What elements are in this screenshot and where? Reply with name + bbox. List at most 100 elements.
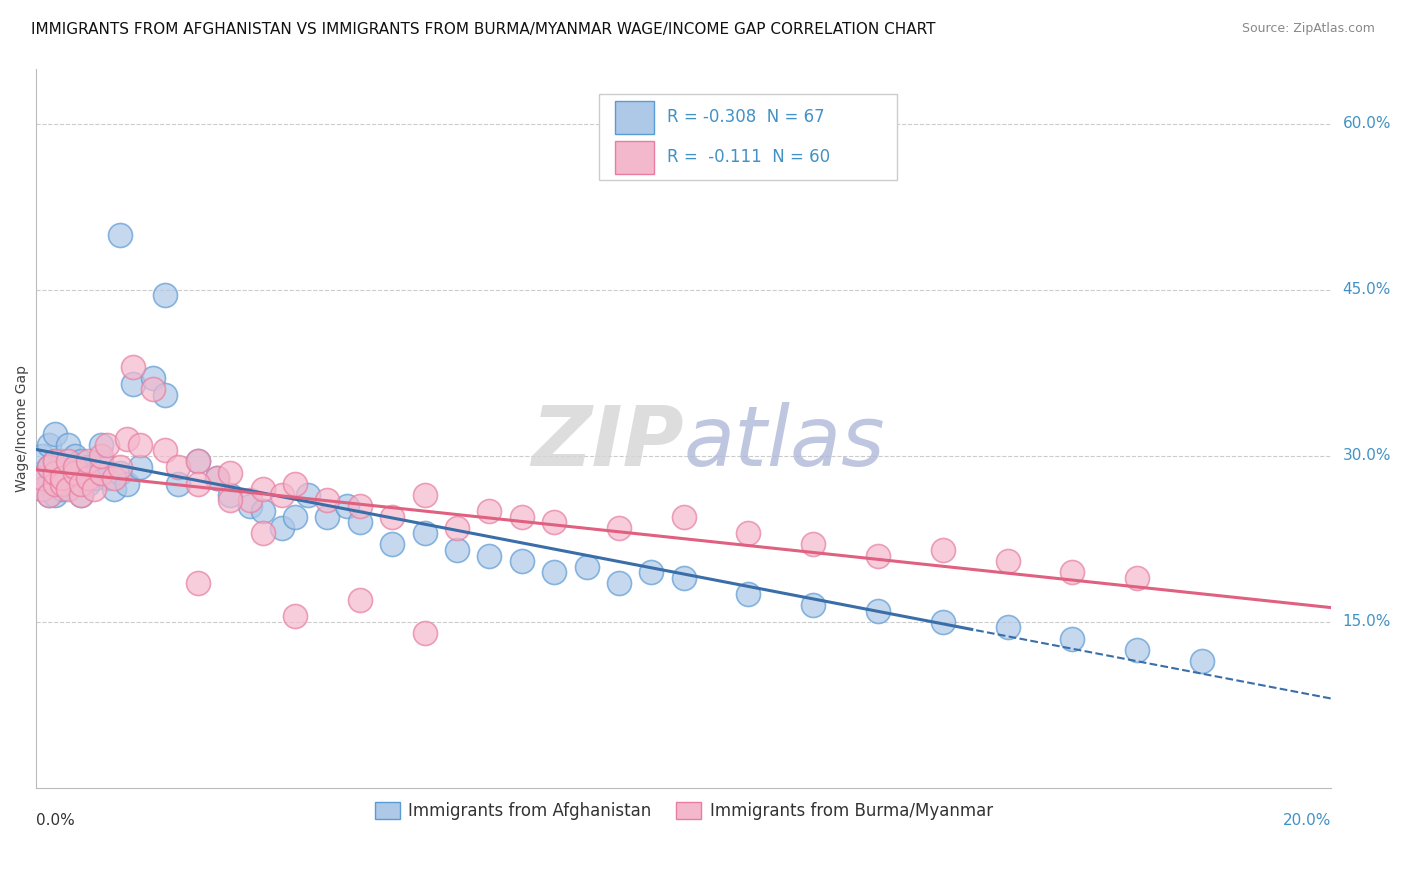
Point <box>219 466 242 480</box>
Point <box>51 476 73 491</box>
Point <box>478 549 501 563</box>
Legend: Immigrants from Afghanistan, Immigrants from Burma/Myanmar: Immigrants from Afghanistan, Immigrants … <box>368 795 1000 826</box>
Point <box>108 227 131 242</box>
Point <box>187 476 209 491</box>
Point <box>155 288 177 302</box>
Point <box>38 438 60 452</box>
Point <box>44 454 66 468</box>
Point <box>219 488 242 502</box>
Point <box>543 516 565 530</box>
Text: 45.0%: 45.0% <box>1343 283 1391 297</box>
Point <box>932 543 955 558</box>
Text: ZIP: ZIP <box>531 402 683 483</box>
Point <box>1062 632 1084 646</box>
Point <box>413 488 436 502</box>
Point <box>284 609 307 624</box>
Point <box>997 554 1019 568</box>
Point <box>866 549 889 563</box>
Point <box>108 466 131 480</box>
Point <box>44 426 66 441</box>
Point <box>70 476 93 491</box>
Point <box>76 460 98 475</box>
Point <box>932 615 955 629</box>
Point <box>115 476 138 491</box>
Point <box>141 383 163 397</box>
Point <box>737 587 759 601</box>
Point <box>672 509 695 524</box>
Point <box>167 476 190 491</box>
Point <box>271 488 294 502</box>
Point <box>510 509 533 524</box>
Point <box>51 471 73 485</box>
Point <box>58 482 80 496</box>
Point <box>207 471 229 485</box>
Point <box>38 488 60 502</box>
Point <box>1126 571 1149 585</box>
Point <box>446 521 468 535</box>
Point <box>1126 642 1149 657</box>
Text: IMMIGRANTS FROM AFGHANISTAN VS IMMIGRANTS FROM BURMA/MYANMAR WAGE/INCOME GAP COR: IMMIGRANTS FROM AFGHANISTAN VS IMMIGRANT… <box>31 22 935 37</box>
Point <box>76 476 98 491</box>
Point <box>239 493 262 508</box>
Point <box>141 371 163 385</box>
Point <box>801 599 824 613</box>
Point <box>58 454 80 468</box>
Point <box>297 488 319 502</box>
Point <box>997 620 1019 634</box>
Point <box>510 554 533 568</box>
Point <box>44 454 66 468</box>
Point <box>349 592 371 607</box>
Point <box>115 432 138 446</box>
Point <box>38 476 60 491</box>
Point <box>44 471 66 485</box>
Point <box>83 482 105 496</box>
Point <box>51 454 73 468</box>
Point <box>38 460 60 475</box>
Point <box>44 476 66 491</box>
Point <box>58 438 80 452</box>
Point <box>252 526 274 541</box>
Point <box>63 449 86 463</box>
Point <box>44 488 66 502</box>
Text: R =  -0.111  N = 60: R = -0.111 N = 60 <box>666 148 830 166</box>
Point <box>866 604 889 618</box>
Point <box>103 482 125 496</box>
Point <box>252 504 274 518</box>
Point <box>31 466 53 480</box>
Point <box>446 543 468 558</box>
Point <box>672 571 695 585</box>
Point <box>122 376 145 391</box>
Point <box>96 471 118 485</box>
Point <box>83 471 105 485</box>
FancyBboxPatch shape <box>599 94 897 180</box>
Point <box>31 471 53 485</box>
Point <box>478 504 501 518</box>
Point <box>239 499 262 513</box>
Point <box>413 526 436 541</box>
Point <box>187 454 209 468</box>
Text: 0.0%: 0.0% <box>37 813 75 828</box>
Point <box>413 626 436 640</box>
Point <box>336 499 359 513</box>
Text: 60.0%: 60.0% <box>1343 116 1391 131</box>
Point <box>607 521 630 535</box>
Point <box>58 460 80 475</box>
Point <box>70 454 93 468</box>
FancyBboxPatch shape <box>614 141 654 174</box>
Point <box>252 482 274 496</box>
Point <box>381 537 404 551</box>
Point <box>316 493 339 508</box>
Point <box>187 454 209 468</box>
Point <box>575 559 598 574</box>
Point <box>801 537 824 551</box>
Point <box>219 493 242 508</box>
Point <box>128 460 150 475</box>
Point <box>38 460 60 475</box>
Point <box>543 565 565 579</box>
Text: atlas: atlas <box>683 402 886 483</box>
Point <box>381 509 404 524</box>
Text: 15.0%: 15.0% <box>1343 615 1391 630</box>
Text: 20.0%: 20.0% <box>1284 813 1331 828</box>
Point <box>96 438 118 452</box>
Point <box>207 471 229 485</box>
